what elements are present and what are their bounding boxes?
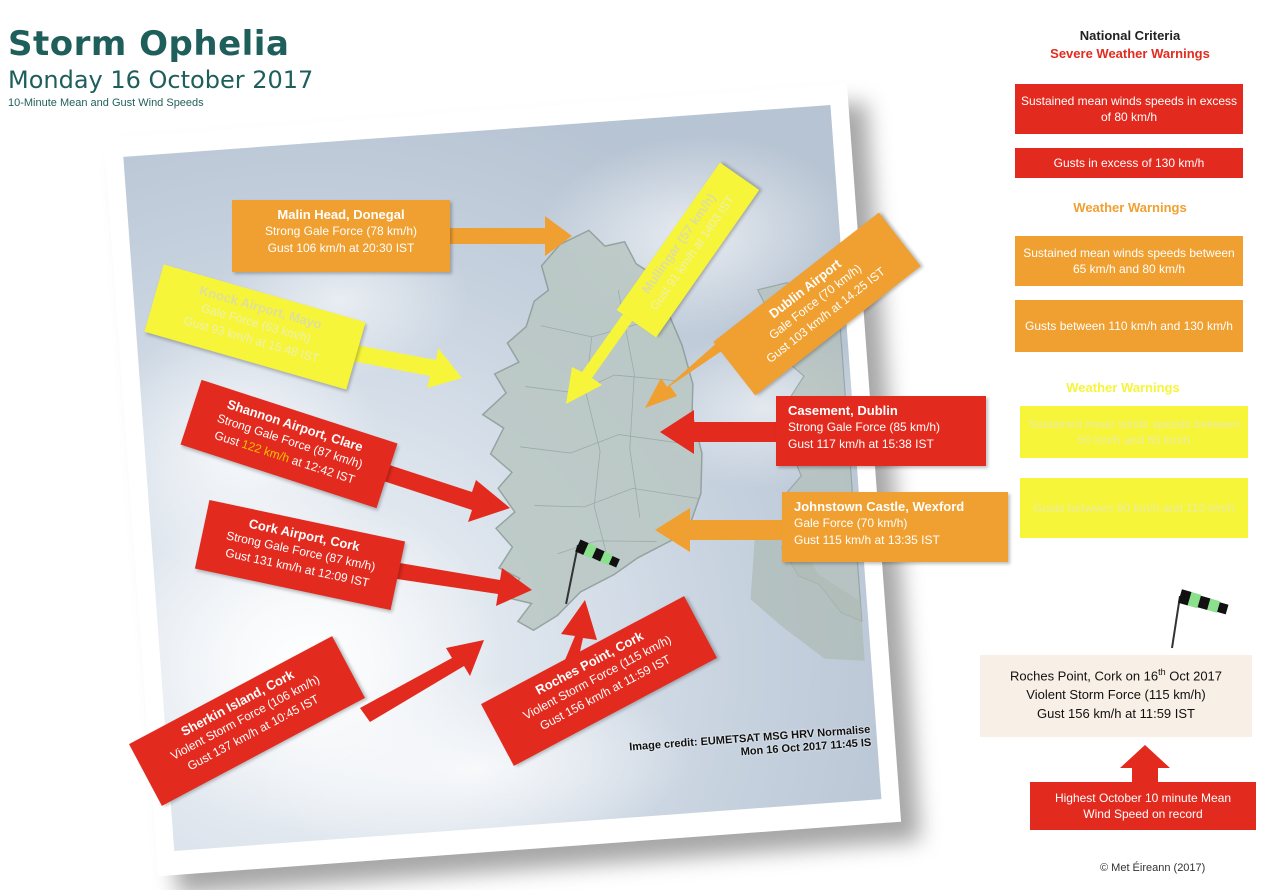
windsock-icon bbox=[1171, 589, 1229, 649]
legend-title: National Criteria bbox=[1079, 28, 1181, 43]
copyright: © Met Éireann (2017) bbox=[1100, 862, 1206, 874]
station-force: Gale Force (70 km/h) bbox=[794, 516, 908, 530]
legend-yellow-title: Weather Warnings bbox=[1066, 380, 1180, 395]
legend-yellow-gusts: Gusts between 90 km/h and 110 km/h bbox=[1020, 478, 1248, 538]
station-johnstown: Johnstown Castle, Wexford Gale Force (70… bbox=[782, 492, 1008, 562]
station-malin: Malin Head, Donegal Strong Gale Force (7… bbox=[232, 200, 450, 272]
station-name: Malin Head, Donegal bbox=[277, 207, 405, 222]
page-subtitle: 10-Minute Mean and Gust Wind Speeds bbox=[8, 97, 204, 109]
station-gust: Gust 117 km/h at 15:38 IST bbox=[788, 437, 934, 451]
station-force: Strong Gale Force (85 km/h) bbox=[788, 420, 941, 434]
cork-arrow bbox=[390, 562, 532, 606]
record-line-2: Violent Storm Force (115 km/h) bbox=[1026, 687, 1206, 703]
legend-orange-title: Weather Warnings bbox=[1073, 200, 1187, 215]
station-name: Casement, Dublin bbox=[788, 403, 898, 418]
station-force: Strong Gale Force (78 km/h) bbox=[264, 224, 418, 238]
record-line-1: Roches Point, Cork on 16th Oct 2017 bbox=[980, 663, 1252, 685]
dublin-arrow bbox=[645, 340, 726, 408]
legend-severe-title: Severe Weather Warnings bbox=[1050, 46, 1210, 61]
title-block: Storm Ophelia Monday 16 October 2017 10-… bbox=[8, 24, 313, 109]
legend-yellow-sustained: Sustained mean winds speeds between 50 k… bbox=[1020, 406, 1248, 458]
record-line-1-sup: th bbox=[1158, 667, 1166, 677]
station-gust: Gust 115 km/h at 13:35 IST bbox=[794, 533, 940, 547]
casement-arrow bbox=[660, 410, 780, 454]
station-name: Johnstown Castle, Wexford bbox=[794, 499, 965, 514]
record-panel: Roches Point, Cork on 16th Oct 2017 Viol… bbox=[980, 655, 1252, 737]
record-line-3: Gust 156 km/h at 11:59 IST bbox=[1036, 706, 1195, 722]
station-gust: Gust 106 km/h at 20:30 IST bbox=[267, 241, 415, 255]
record-arrow bbox=[1120, 745, 1170, 782]
legend-orange-gusts: Gusts between 110 km/h and 130 km/h bbox=[1015, 300, 1243, 352]
legend-severe-gusts: Gusts in excess of 130 km/h bbox=[1015, 148, 1243, 178]
malin-arrow bbox=[450, 216, 572, 256]
knock-arrow bbox=[336, 342, 462, 388]
roches-arrow bbox=[560, 600, 597, 674]
legend-severe-sustained: Sustained mean winds speeds in excess of… bbox=[1015, 84, 1243, 134]
record-note: Highest October 10 minute Mean Wind Spee… bbox=[1030, 782, 1256, 830]
record-line-1-prefix: Roches Point, Cork on 16 bbox=[1009, 668, 1159, 684]
record-line-1-suffix: Oct 2017 bbox=[1165, 668, 1223, 684]
sherkin-arrow bbox=[360, 640, 484, 722]
windsock-icon bbox=[565, 539, 620, 605]
page-date: Monday 16 October 2017 bbox=[8, 66, 314, 94]
page-title: Storm Ophelia bbox=[8, 24, 290, 64]
legend-orange-sustained: Sustained mean winds speeds between 65 k… bbox=[1015, 236, 1243, 286]
shannon-arrow bbox=[362, 458, 510, 522]
johnstown-arrow bbox=[655, 508, 782, 552]
station-casement: Casement, Dublin Strong Gale Force (85 k… bbox=[776, 396, 986, 466]
mullingar-arrow bbox=[566, 304, 640, 404]
